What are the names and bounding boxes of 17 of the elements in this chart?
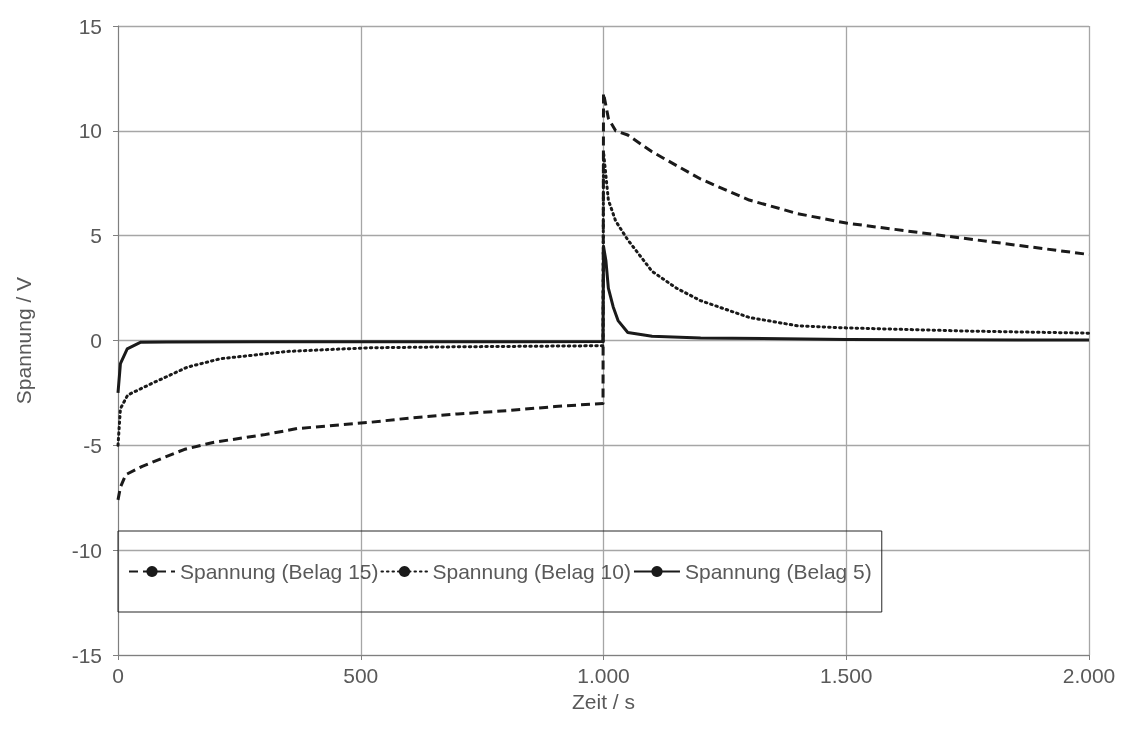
legend-label: Spannung (Belag 5) <box>684 560 872 583</box>
y-tick-label: -10 <box>71 538 102 562</box>
x-tick-label: 0 <box>112 664 124 687</box>
legend-label: Spannung (Belag 15) <box>180 560 379 583</box>
y-tick-label: -5 <box>83 433 102 457</box>
y-tick-label: 0 <box>90 329 102 352</box>
x-tick-label: 2.000 <box>1062 664 1116 687</box>
x-axis-title: Zeit / s <box>571 689 636 713</box>
x-tick-label: 1.000 <box>577 664 630 687</box>
y-tick-label: -15 <box>71 643 102 667</box>
x-tick-label: 1.500 <box>819 664 873 687</box>
y-tick-label: 5 <box>90 224 102 248</box>
y-tick-label: 15 <box>78 14 102 38</box>
y-axis-title: Spannung / V <box>12 276 35 405</box>
y-tick-label: 10 <box>78 119 102 143</box>
x-tick-label: 500 <box>343 664 379 687</box>
legend-label: Spannung (Belag 10) <box>432 560 631 583</box>
